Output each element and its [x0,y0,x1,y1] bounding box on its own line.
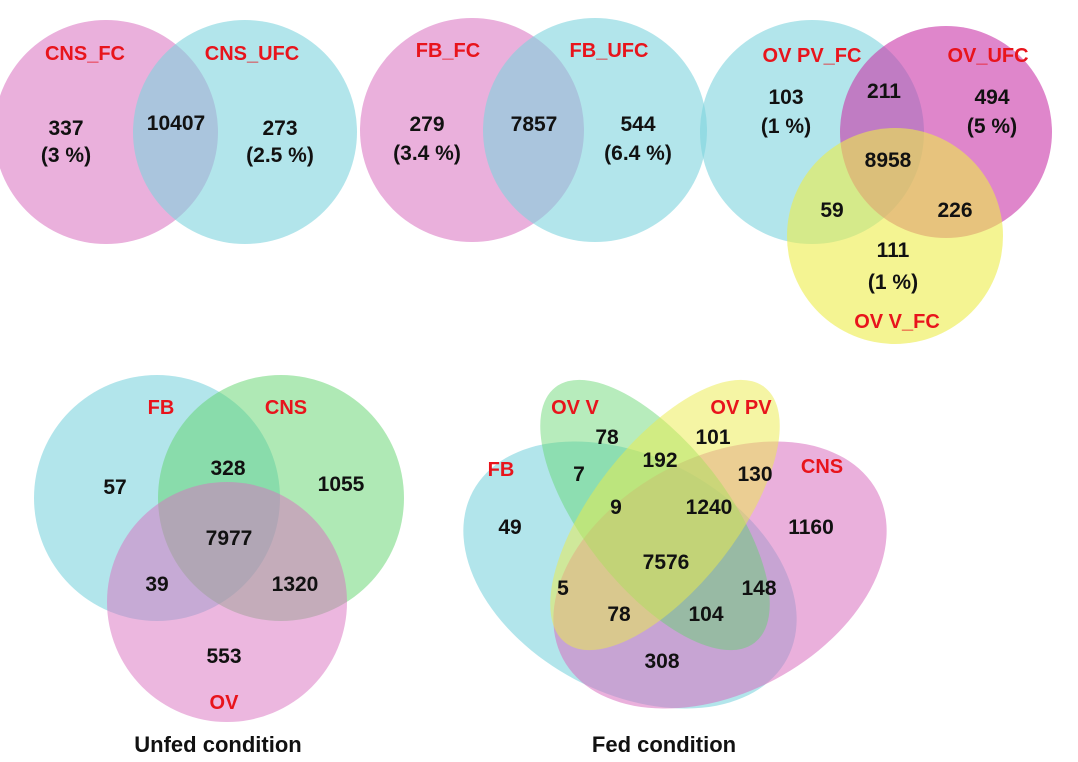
value-ov-ufc-v: 226 [937,199,972,222]
value-cns-fc-only: 337 [48,117,83,140]
venn-ov-three-way: OV PV_FC OV_UFC OV V_FC 103 (1 %) 211 49… [700,20,1052,344]
label-ov-ufc: OV_UFC [947,45,1028,67]
pct-ov-ufc-only: (5 %) [967,115,1017,138]
value-fed-fb-pv-cns: 78 [607,603,631,626]
value-cns-ufc-only: 273 [262,117,297,140]
label-fed-ov-pv: OV PV [710,397,772,419]
caption-unfed: Unfed condition [134,732,301,757]
value-fb-shared: 7857 [511,113,558,136]
venn-fed: OV V OV PV FB CNS 78 101 192 7 130 9 124… [463,379,887,757]
label-cns-fc: CNS_FC [45,43,125,65]
venn-fb-fc-ufc: FB_FC FB_UFC 279 (3.4 %) 7857 544 (6.4 %… [360,18,707,242]
pct-ov-v-only: (1 %) [868,271,918,294]
value-fed-fb-pv: 5 [557,577,569,600]
pct-fb-fc-only: (3.4 %) [393,142,461,165]
value-unfed-fb-cns: 328 [210,457,245,480]
value-ov-all: 8958 [865,149,912,172]
value-fed-fb-v-pv: 9 [610,496,622,519]
label-unfed-cns: CNS [265,397,307,419]
value-ov-v-only: 111 [877,239,910,262]
label-unfed-ov: OV [210,692,240,714]
value-unfed-fb-only: 57 [103,476,126,499]
value-fed-v-pv: 192 [642,449,677,472]
value-fed-all: 7576 [643,551,690,574]
value-unfed-fb-ov: 39 [145,573,168,596]
label-fed-fb: FB [488,459,515,481]
value-fed-pv-only: 101 [695,426,730,449]
pct-cns-ufc-only: (2.5 %) [246,144,314,167]
value-fed-fb-cns: 308 [644,650,679,673]
value-fed-cns-only: 1160 [788,516,834,539]
value-unfed-cns-only: 1055 [318,473,365,496]
caption-fed: Fed condition [592,732,736,757]
value-fed-pv-cns: 130 [737,463,772,486]
circle-cns-ufc [133,20,357,244]
circle-ov-v-fc [787,128,1003,344]
value-unfed-all: 7977 [206,527,253,550]
ellipse-fed-ov-pv [550,379,780,651]
value-ov-pv-v: 59 [820,199,843,222]
value-ov-pv-only: 103 [768,86,803,109]
label-fb-ufc: FB_UFC [570,40,649,62]
value-fed-fb-v-cns: 104 [688,603,723,626]
value-fb-ufc-only: 544 [620,113,655,136]
value-ov-pv-ufc: 211 [867,80,901,103]
label-unfed-fb: FB [148,397,175,419]
label-ov-pv-fc: OV PV_FC [763,45,862,67]
label-ov-v-fc: OV V_FC [854,311,940,333]
value-fed-v-pv-cns: 1240 [686,496,733,519]
value-cns-shared: 10407 [147,112,205,135]
label-fed-cns: CNS [801,456,843,478]
value-fb-fc-only: 279 [409,113,444,136]
value-unfed-ov-only: 553 [206,645,241,668]
pct-ov-pv-only: (1 %) [761,115,811,138]
value-fed-v-cns: 148 [741,577,776,600]
venn-unfed: FB CNS OV 57 328 1055 7977 39 1320 553 U… [34,375,404,757]
label-cns-ufc: CNS_UFC [205,43,299,65]
venn-cns-fc-ufc: CNS_FC CNS_UFC 337 (3 %) 10407 273 (2.5 … [0,20,357,244]
value-fed-fb-only: 49 [498,516,521,539]
circle-unfed-ov [107,482,347,722]
pct-fb-ufc-only: (6.4 %) [604,142,672,165]
circle-fb-ufc [483,18,707,242]
value-fed-v-only: 78 [595,426,619,449]
pct-cns-fc-only: (3 %) [41,144,91,167]
value-fed-fb-v: 7 [573,463,585,486]
value-unfed-cns-ov: 1320 [272,573,319,596]
label-fed-ov-v: OV V [551,397,599,419]
label-fb-fc: FB_FC [416,40,480,62]
value-ov-ufc-only: 494 [974,86,1009,109]
